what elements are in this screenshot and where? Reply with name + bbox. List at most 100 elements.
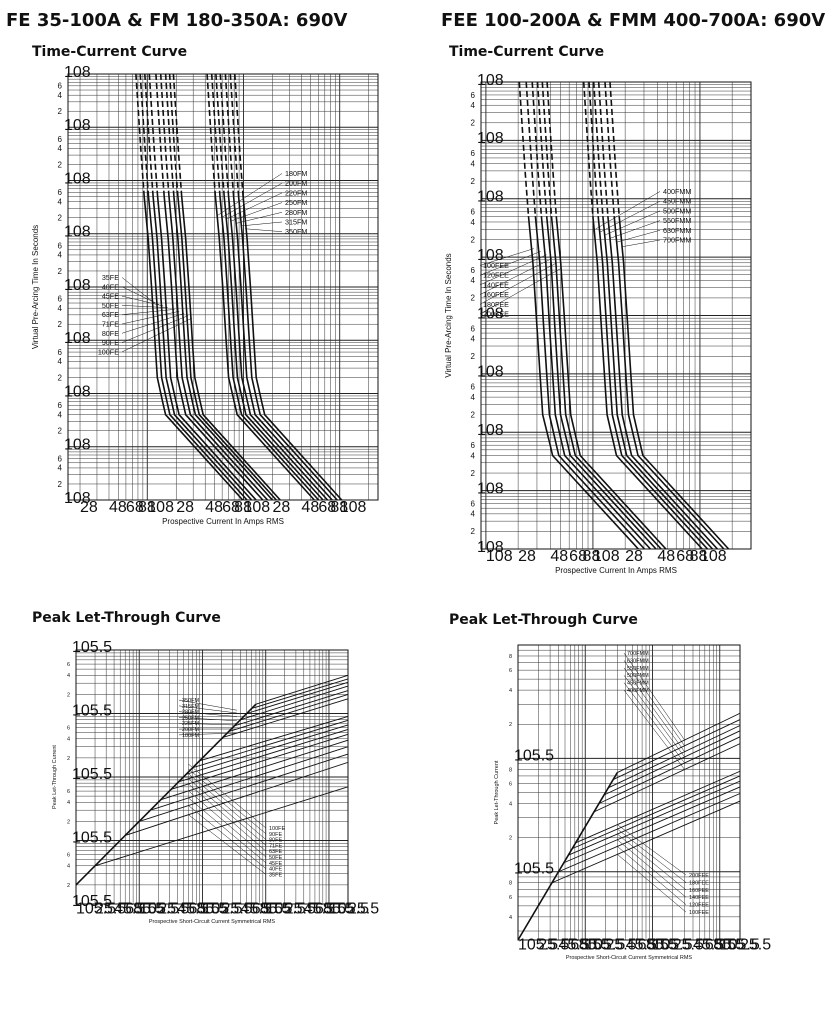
legend-leader xyxy=(616,230,661,243)
[object SVGGElement]: 105.5 xyxy=(514,747,554,764)
[object SVGGElement]: 25.5 xyxy=(538,937,569,954)
y-minor-tick-label: 4 xyxy=(471,218,476,227)
y-minor-tick-label: 4 xyxy=(471,276,476,285)
[object SVGGElement]: 65.5 xyxy=(315,901,346,918)
[object SVGGElement]: 88 xyxy=(138,499,156,516)
legend-40fe: 40FE xyxy=(269,867,282,873)
[object SVGGElement]: 45.5 xyxy=(177,901,208,918)
curve-80fe xyxy=(173,196,273,501)
y-minor-tick-label: 4 xyxy=(58,304,63,313)
[object SVGGElement]: 65.5 xyxy=(252,901,283,918)
legend-leader xyxy=(178,732,237,736)
legend-leader xyxy=(178,705,237,714)
legend-550fmm: 550FMM xyxy=(627,666,649,672)
legend-leader xyxy=(621,239,661,248)
curve-unlimited-peak xyxy=(517,772,619,941)
y-minor-tick-label: 6 xyxy=(67,662,70,668)
y-minor-tick-label: 2 xyxy=(67,692,70,698)
plot-frame xyxy=(75,649,349,905)
[object SVGGElement]: 65.5 xyxy=(125,901,156,918)
legend-280fm: 280FM xyxy=(285,208,307,217)
legend: 350FM315FM280FM250FM225FM200FM180FM100FE… xyxy=(178,698,286,878)
curve-45fe-dashed xyxy=(144,73,154,197)
legend-350fm: 350FM xyxy=(285,227,307,236)
legend-100fee: 100FEE xyxy=(689,910,709,916)
[object SVGGElement]: 65.5 xyxy=(638,937,669,954)
y-minor-tick-label: 6 xyxy=(58,135,63,144)
y-minor-tick-label: 4 xyxy=(58,197,63,206)
y-minor-tick-label: 6 xyxy=(58,348,63,357)
curve-40fe-dashed xyxy=(139,73,150,197)
[object SVGGElement]: 48 xyxy=(301,499,319,516)
x-axis-label: Prospective Current In Amps RMS xyxy=(162,517,284,526)
[object SVGGElement]: 28 xyxy=(80,499,98,516)
curve-180fee xyxy=(572,775,741,850)
y-minor-tick-label: 2 xyxy=(471,119,476,128)
curve-280fm xyxy=(232,196,333,501)
[object SVGGElement]: 85.5 xyxy=(323,901,354,918)
[object SVGGElement]: 48 xyxy=(550,548,568,565)
[object SVGGElement]: 45.5 xyxy=(626,937,657,954)
legend-630fmm: 630FMM xyxy=(663,226,691,235)
legend-200fee: 200FEE xyxy=(689,873,709,879)
legend-leader xyxy=(245,228,283,232)
[object SVGGElement]: 85.5 xyxy=(713,937,744,954)
[object SVGGElement]: 108 xyxy=(64,383,91,400)
y-minor-tick-label: 2 xyxy=(67,883,70,889)
legend-leader xyxy=(188,768,267,835)
[object SVGGElement]: 25.5 xyxy=(222,901,253,918)
[object SVGGElement]: 85.5 xyxy=(196,901,227,918)
y-minor-tick-label: 4 xyxy=(58,464,63,473)
[object SVGGElement]: 88 xyxy=(330,499,348,516)
legend-leader xyxy=(623,682,685,764)
[object SVGGElement]: 105.5 xyxy=(329,901,369,918)
curve-350fm xyxy=(242,196,343,501)
legend-80fe: 80FE xyxy=(102,329,119,338)
[object SVGGElement]: 108 xyxy=(486,548,513,565)
legend-220fm: 220FM xyxy=(285,188,307,197)
[object SVGGElement]: 105.5 xyxy=(76,901,116,918)
legend-leader xyxy=(221,182,283,218)
[object SVGGElement]: 25.5 xyxy=(348,901,379,918)
y-minor-tick-label: 4 xyxy=(67,673,70,679)
legend-leader xyxy=(617,828,687,883)
[object SVGGElement]: 28 xyxy=(176,499,194,516)
legend-leader xyxy=(121,277,155,304)
curve-550fmm xyxy=(608,725,741,789)
y-minor-tick-label: 6 xyxy=(509,895,512,901)
curve-550fmm xyxy=(607,216,718,550)
legend-leader xyxy=(610,220,661,239)
legend-leader xyxy=(623,689,685,770)
[object SVGGElement]: 105.5 xyxy=(585,937,625,954)
[object SVGGElement]: 108 xyxy=(477,189,504,206)
y-minor-tick-label: 4 xyxy=(67,864,70,870)
legend-leader xyxy=(240,221,283,227)
y-minor-tick-label: 4 xyxy=(58,410,63,419)
curve-100fee xyxy=(551,800,741,884)
[object SVGGElement]: 108 xyxy=(340,499,367,516)
x-axis-label: Prospective Short-Circuit Current Symmet… xyxy=(149,919,276,925)
curve-630fmm xyxy=(612,719,741,780)
[object SVGGElement]: 105.5 xyxy=(266,901,306,918)
[object SVGGElement]: 45.5 xyxy=(558,937,589,954)
curve-500fmm-dashed xyxy=(592,81,604,217)
curve-180fm-dashed xyxy=(206,73,217,197)
curve-280fm xyxy=(246,681,349,714)
curve-100fe xyxy=(180,196,281,501)
curve-180fee xyxy=(550,216,662,550)
y-minor-tick-label: 2 xyxy=(58,107,63,116)
legend-40fe: 40FE xyxy=(102,282,119,291)
legend-200fee: 200FEE xyxy=(483,310,509,319)
[object SVGGElement]: 108 xyxy=(147,499,174,516)
curve-63fe xyxy=(163,196,264,501)
series-curves xyxy=(518,81,730,550)
curve-180fm xyxy=(222,698,349,738)
legend-400fmm: 400FMM xyxy=(663,187,691,196)
curve-120fee xyxy=(558,793,741,873)
legend-200fm: 200FM xyxy=(182,727,200,733)
[object SVGGElement]: 108 xyxy=(700,548,727,565)
curve-120fee-dashed xyxy=(525,81,537,217)
subheading-tc-right: Time-Current Curve xyxy=(449,44,605,60)
curve-80fe-dashed xyxy=(164,73,175,197)
legend-63fe: 63FE xyxy=(102,310,119,319)
